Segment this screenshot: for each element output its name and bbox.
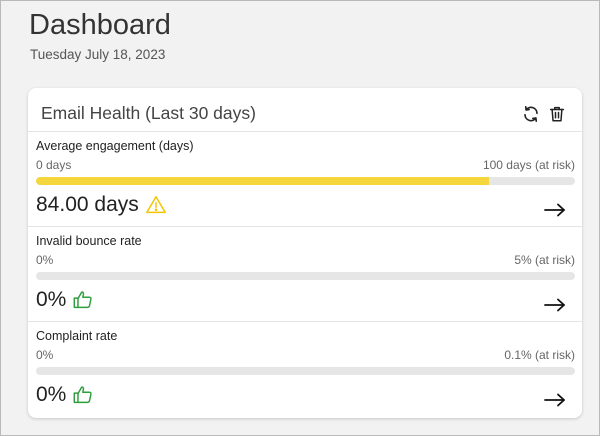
progress-bar [36, 177, 575, 185]
refresh-icon[interactable] [522, 105, 540, 123]
warning-icon [145, 196, 166, 214]
value-row: 0% [36, 285, 94, 315]
metric-value: 0% [36, 383, 67, 406]
scale-min: 0% [36, 348, 54, 362]
page-title: Dashboard [29, 9, 171, 41]
email-health-card: Email Health (Last 30 days) Average enga… [28, 88, 582, 418]
trash-icon[interactable] [548, 105, 566, 123]
page-date: Tuesday July 18, 2023 [30, 47, 166, 62]
metric-invalid-bounce-rate: Invalid bounce rate 0% 5% (at risk) 0% [28, 227, 582, 322]
metric-label: Invalid bounce rate [36, 234, 142, 248]
card-header: Email Health (Last 30 days) [28, 88, 582, 132]
metric-value: 84.00 days [36, 193, 139, 216]
metric-value: 0% [36, 288, 67, 311]
progress-bar-fill [36, 177, 489, 185]
scale-max: 0.1% (at risk) [504, 348, 575, 362]
scale-max: 100 days (at risk) [482, 158, 575, 172]
progress-bar [36, 367, 575, 375]
arrow-right-icon[interactable] [544, 392, 566, 408]
metric-average-engagement: Average engagement (days) 0 days 100 day… [28, 132, 582, 227]
metric-complaint-rate: Complaint rate 0% 0.1% (at risk) 0% [28, 322, 582, 416]
scale-min: 0 days [36, 158, 72, 172]
card-title: Email Health (Last 30 days) [41, 103, 256, 123]
scale-max: 5% (at risk) [514, 253, 575, 267]
value-row: 84.00 days [36, 190, 167, 220]
thumbs-up-icon [73, 291, 93, 309]
metric-label: Complaint rate [36, 329, 118, 343]
progress-bar [36, 272, 575, 280]
value-row: 0% [36, 380, 94, 410]
thumbs-up-icon [73, 386, 93, 404]
metric-label: Average engagement (days) [36, 139, 194, 153]
arrow-right-icon[interactable] [544, 202, 566, 218]
scale-min: 0% [36, 253, 54, 267]
arrow-right-icon[interactable] [544, 297, 566, 313]
